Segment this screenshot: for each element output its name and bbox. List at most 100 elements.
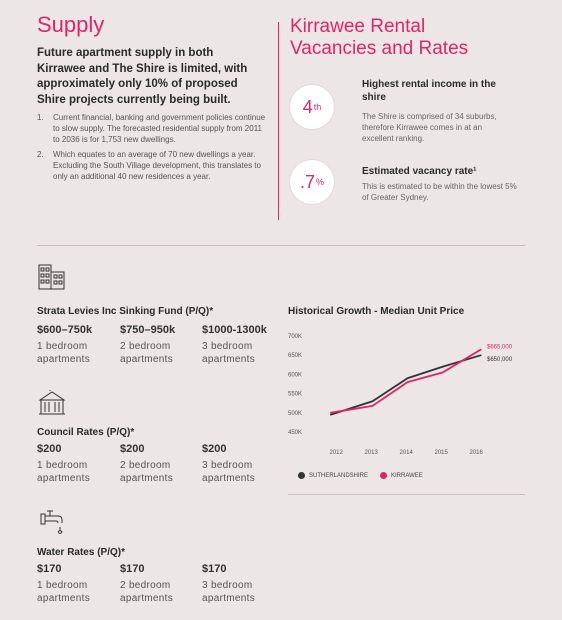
data-point [480,348,482,351]
data-point [406,377,409,379]
legend-label: KIRRAWEE [391,472,423,479]
strata-title: Strata Levies Inc Sinking Fund (P/Q)* [37,306,214,317]
point-number: 1. [37,113,44,122]
bedroom-label: 3 bedroom [202,460,253,471]
x-tick-label: 2012 [330,450,344,456]
chart-rule [288,494,525,495]
apartment-label: apartments [120,354,174,365]
apartment-label: apartments [202,473,256,484]
water-col-3: $170 3 bedroom apartments [202,563,255,605]
bedroom-label: 1 bedroom [37,460,88,471]
data-point [371,400,374,402]
y-tick-label: 550K [288,392,302,398]
price: $200 [120,443,145,455]
legend-item-shire: SUTHERLANDSHIRE [298,472,368,479]
x-tick-label: 2016 [470,450,484,456]
price: $200 [37,443,62,455]
badge-suffix: % [316,177,325,187]
supply-point-1: 1. Current financial, banking and govern… [37,112,269,145]
apartment-label: apartments [202,593,256,604]
chart-legend: SUTHERLANDSHIRE KIRRAWEE [298,472,423,479]
bedroom-label: 2 bedroom [120,460,171,471]
strata-col-1: $600–750k 1 bedroom apartments [37,324,92,366]
x-tick-label: 2013 [365,450,379,456]
legend-label: SUTHERLANDSHIRE [309,472,369,479]
legend-item-kirrawee: KIRRAWEE [380,472,423,479]
legend-swatch [380,472,388,479]
data-point [441,366,444,368]
council-title: Council Rates (P/Q)* [37,427,135,438]
badge-value: 4 [302,96,313,117]
apartment-label: apartments [120,473,174,484]
rental-title-line2: Vacancies and Rates [290,38,469,59]
price: $600–750k [37,324,93,336]
vacancy-badge: .7% [290,160,334,204]
stat-text: The Shire is comprised of 34 suburbs, th… [362,112,497,143]
supply-points: 1. Current financial, banking and govern… [37,112,269,186]
x-tick-label: 2015 [435,450,449,456]
rental-title: Kirrawee Rental Vacancies and Rates [290,16,468,60]
water-col-2: $170 2 bedroom apartments [120,563,173,605]
y-tick-label: 450K [288,430,302,436]
bedroom-label: 3 bedroom [202,580,253,591]
data-point [329,414,332,416]
apartment-label: apartments [37,354,91,365]
badge-value: .7 [299,171,315,192]
y-tick-label: 650K [288,353,302,359]
data-point [441,371,444,374]
chart-title: Historical Growth - Median Unit Price [288,306,465,317]
council-col-2: $200 2 bedroom apartments [120,443,173,485]
y-tick-label: 500K [288,411,302,417]
data-point [371,405,374,407]
apartment-label: apartments [120,593,174,604]
price: $1000-1300k [202,324,267,336]
supply-intro: Future apartment supply in both Kirrawee… [37,47,248,106]
legend-swatch [298,472,305,479]
council-col-3: $200 3 bedroom apartments [202,443,255,485]
data-point [329,412,332,414]
y-tick-label: 600K [288,372,302,378]
price: $200 [202,443,227,455]
x-tick-label: 2014 [400,450,414,456]
bedroom-label: 2 bedroom [120,341,171,352]
apartment-label: apartments [37,593,91,604]
series-line [330,354,482,416]
end-value-label: $650,000 [487,357,513,363]
data-point [406,381,409,383]
price: $170 [37,563,62,575]
end-value-label: $665,000 [487,344,513,350]
apartment-label: apartments [202,354,256,365]
price: $170 [120,563,145,575]
rental-title-line1: Kirrawee Rental [290,16,426,37]
bedroom-label: 1 bedroom [37,580,88,591]
stat-heading: Highest rental income in the shire [362,79,496,103]
apartment-label: apartments [37,473,91,484]
bedroom-label: 2 bedroom [120,580,171,591]
stat-text: This is estimated to be within the lowes… [362,182,517,202]
strata-col-3: $1000-1300k 3 bedroom apartments [202,324,267,366]
point-number: 2. [37,150,44,159]
council-building-icon [38,390,66,415]
stat-heading: Estimated vacancy rate¹ [362,166,477,177]
water-col-1: $170 1 bedroom apartments [37,563,90,605]
apartment-building-icon [38,264,65,290]
price: $750–950k [120,324,176,336]
council-col-1: $200 1 bedroom apartments [37,443,90,485]
supply-point-2: 2. Which equates to an average of 70 new… [37,149,269,182]
data-point [480,354,482,356]
y-tick-label: 700K [288,334,302,340]
badge-suffix: th [313,102,322,112]
strata-col-2: $750–950k 2 bedroom apartments [120,324,175,366]
price: $170 [202,563,227,575]
series-line [330,348,482,414]
point-text: Current financial, banking and governmen… [53,113,266,144]
bedroom-label: 3 bedroom [202,341,253,352]
point-text: Which equates to an average of 70 new dw… [53,150,261,181]
section-divider [278,22,279,220]
price-line-chart: 700K 650K 600K 550K 500K 450K 2012 2013 2014 2015… [288,334,513,456]
section-rule [37,245,525,246]
bedroom-label: 1 bedroom [37,341,88,352]
water-tap-icon [40,510,63,534]
water-title: Water Rates (P/Q)* [37,547,125,558]
